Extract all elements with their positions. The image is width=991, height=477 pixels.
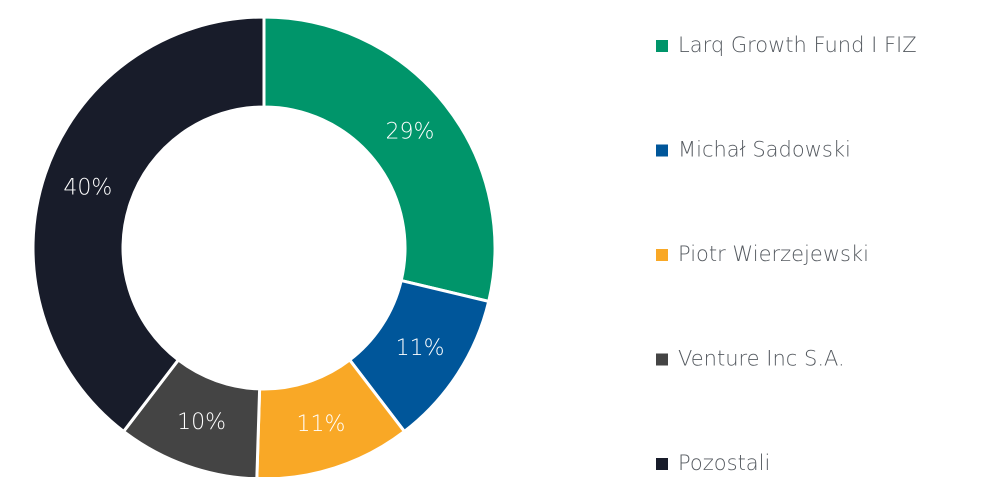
donut-segment [255, 357, 407, 477]
data-label: 40% [63, 175, 112, 200]
legend-label: Michał Sadowski [678, 138, 851, 162]
legend-label: Venture Inc S.A. [678, 347, 845, 371]
legend-swatch [656, 40, 668, 52]
data-label: 10% [177, 410, 226, 435]
legend-swatch [656, 144, 668, 157]
legend-swatch [656, 353, 668, 366]
legend-label: Piotr Wierzejewski [678, 242, 869, 266]
data-label: 11% [296, 412, 345, 437]
legend-swatch [656, 458, 668, 470]
legend-label: Pozostali [678, 451, 770, 475]
legend-label: Larq Growth Fund I FIZ [678, 33, 917, 57]
donut-segment [31, 15, 266, 434]
data-label: 29% [385, 120, 434, 145]
donut-segment [262, 15, 497, 304]
data-label: 11% [396, 336, 445, 361]
legend-swatch [656, 249, 668, 261]
